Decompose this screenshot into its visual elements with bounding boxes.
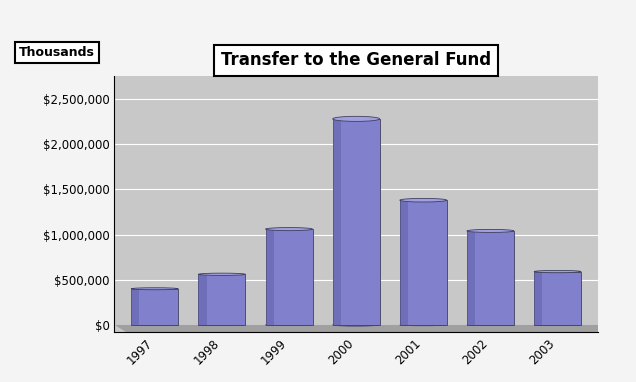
Ellipse shape	[266, 228, 312, 231]
Ellipse shape	[400, 198, 446, 202]
Ellipse shape	[467, 324, 514, 325]
Bar	[131, 289, 139, 325]
Bar	[333, 119, 380, 325]
Bar	[333, 119, 341, 325]
Bar	[266, 229, 312, 325]
Bar	[534, 272, 543, 325]
Ellipse shape	[333, 324, 380, 326]
Bar	[198, 274, 245, 325]
Ellipse shape	[198, 324, 245, 325]
Ellipse shape	[266, 324, 312, 326]
Bar	[198, 274, 207, 325]
Bar	[534, 272, 581, 325]
Bar	[131, 289, 178, 325]
Ellipse shape	[131, 324, 178, 325]
Ellipse shape	[131, 288, 178, 290]
Bar	[467, 231, 475, 325]
Title: Transfer to the General Fund: Transfer to the General Fund	[221, 51, 491, 69]
Ellipse shape	[534, 270, 581, 273]
Text: Thousands: Thousands	[19, 46, 95, 59]
Ellipse shape	[333, 117, 380, 121]
Bar	[266, 229, 273, 325]
Ellipse shape	[467, 229, 514, 232]
Ellipse shape	[534, 324, 581, 325]
Ellipse shape	[400, 324, 446, 326]
Polygon shape	[114, 325, 610, 332]
Bar	[400, 200, 446, 325]
Bar	[400, 200, 408, 325]
Bar	[467, 231, 514, 325]
Ellipse shape	[198, 273, 245, 275]
